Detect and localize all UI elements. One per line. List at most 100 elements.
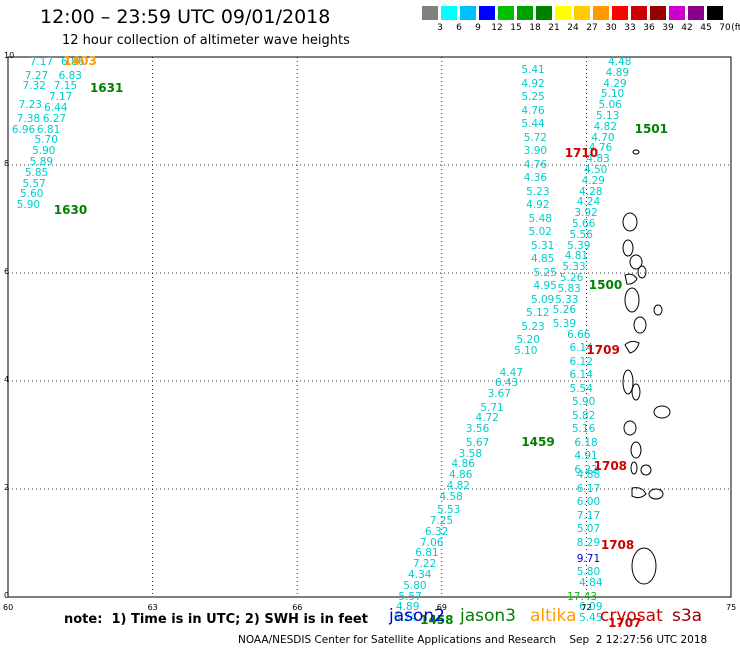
island-outline — [640, 464, 652, 476]
wave-height-label: 7.38 — [16, 112, 41, 125]
legend-swatch — [422, 6, 438, 20]
wave-height-label: 3.90 — [523, 145, 548, 158]
wave-height-label: 5.12 — [526, 307, 550, 320]
wave-height-label: 3.58 — [458, 447, 483, 460]
island-outline — [624, 340, 640, 354]
x-tick-label: 72 — [581, 603, 592, 612]
legend-label: 70 — [719, 23, 731, 33]
satellite-legend-jason3: jason3 — [460, 606, 516, 626]
pass-time-label: 1403 — [63, 54, 97, 69]
wave-height-label: 5.39 — [567, 239, 591, 252]
wave-height-label: 4.86 — [451, 458, 475, 471]
island-outline — [622, 369, 634, 395]
wave-height-label: 5.41 — [521, 64, 545, 77]
wave-height-label: 4.85 — [530, 253, 555, 266]
pass-time-label: 1500 — [588, 278, 623, 293]
island-outline — [622, 212, 638, 232]
wave-height-label: 5.06 — [598, 99, 622, 112]
wave-height-label: 4.89 — [605, 66, 630, 79]
satellite-legend-s3a: s3a — [672, 606, 703, 626]
wave-height-label: 5.33 — [562, 261, 586, 274]
pass-time-label: 1459 — [521, 435, 555, 449]
wave-height-label: 4.82 — [446, 479, 470, 492]
island-outline — [637, 265, 647, 279]
satellite-legend-jason2: jason2 — [389, 606, 445, 626]
wave-height-label: 4.48 — [608, 56, 632, 68]
pass-time-label: 1709 — [586, 343, 620, 358]
pass-time-label: 1708 — [600, 537, 635, 552]
wave-height-label: 7.27 — [24, 69, 49, 82]
island-outline — [631, 547, 657, 585]
wave-height-label: 6.83 — [58, 69, 82, 82]
wave-height-label: 6.44 — [44, 101, 68, 114]
footer-text: NOAA/NESDIS Center for Satellite Applica… — [238, 634, 708, 646]
legend-label: 6 — [456, 23, 462, 33]
wave-height-label: 7.17 — [576, 509, 601, 522]
wave-height-label: 6.22 — [574, 463, 598, 476]
wave-height-label: 4.81 — [564, 250, 589, 263]
satellite-legend-cryosat: cryosat — [600, 606, 663, 626]
wave-height-label: 5.20 — [516, 334, 540, 347]
wave-height-label: 4.24 — [576, 196, 601, 209]
wave-height-label: 5.53 — [436, 504, 461, 517]
wave-height-label: 4.47 — [499, 366, 524, 379]
wave-height-label: 5.23 — [521, 320, 545, 333]
x-tick-label: 66 — [292, 603, 303, 612]
y-tick-label: 4 — [4, 375, 10, 384]
wave-height-label: 6.24 — [393, 612, 417, 625]
wave-height-label: 5.80 — [576, 566, 601, 579]
legend-unit: (ft) — [731, 23, 740, 33]
wave-height-label: 4.58 — [439, 490, 463, 503]
pass-time-label: 1501 — [634, 121, 668, 136]
wave-height-label: 5.02 — [528, 226, 552, 239]
wave-height-label: 8.29 — [576, 536, 601, 549]
wave-height-label: 5.56 — [569, 228, 593, 241]
wave-height-label: 5.07 — [576, 523, 601, 536]
wave-height-label: 6.96 — [11, 123, 36, 136]
island-outline — [630, 461, 638, 475]
wave-height-label: 6.86 — [61, 56, 85, 68]
legend-swatch — [593, 6, 609, 20]
wave-height-label: 4.29 — [603, 77, 627, 90]
island-outline — [631, 487, 647, 499]
wave-height-label: 5.54 — [569, 382, 593, 395]
wave-height-label: 5.31 — [530, 239, 555, 252]
legend-label: 15 — [510, 23, 522, 33]
wave-height-label: 6.27 — [42, 112, 67, 125]
legend-swatch — [669, 6, 685, 20]
wave-height-label: 5.26 — [559, 272, 584, 284]
wave-height-label: 4.70 — [591, 131, 615, 144]
wave-height-label: 4.92 — [526, 199, 550, 212]
legend-label: 27 — [586, 23, 598, 33]
legend-label: 45 — [700, 23, 712, 33]
legend-swatch — [479, 6, 495, 20]
x-tick-label: 60 — [3, 603, 14, 612]
wave-height-label: 5.23 — [526, 185, 550, 198]
island-outline — [624, 287, 640, 313]
wave-height-label: 6.09 — [579, 601, 603, 614]
x-tick-label: 63 — [147, 603, 158, 612]
pass-time-label: 1631 — [89, 81, 124, 96]
wave-height-label: 17.43 — [567, 590, 598, 603]
legend-label: 9 — [475, 23, 481, 33]
wave-height-label: 4.83 — [586, 153, 610, 166]
wave-height-label: 6.12 — [569, 355, 593, 368]
wave-height-label: 5.26 — [552, 304, 577, 317]
wave-height-label: 5.82 — [571, 409, 596, 422]
pass-time-label: 1630 — [53, 202, 88, 217]
legend-swatch — [612, 6, 628, 20]
island-outline — [630, 441, 642, 459]
wave-height-label: 4.50 — [583, 164, 608, 176]
wave-height-label: 5.10 — [514, 344, 538, 357]
x-tick-label: 75 — [726, 603, 737, 612]
wave-height-label: 5.80 — [403, 579, 427, 592]
wave-height-label: 7.22 — [412, 558, 437, 571]
legend-label: 42 — [681, 23, 693, 33]
wave-height-label: 7.32 — [22, 80, 46, 93]
wave-height-label: 5.16 — [571, 423, 596, 436]
legend-swatch — [536, 6, 552, 20]
map-title: 12:00 – 23:59 UTC 09/01/2018 — [40, 6, 331, 28]
wave-height-label: 5.90 — [32, 145, 56, 158]
